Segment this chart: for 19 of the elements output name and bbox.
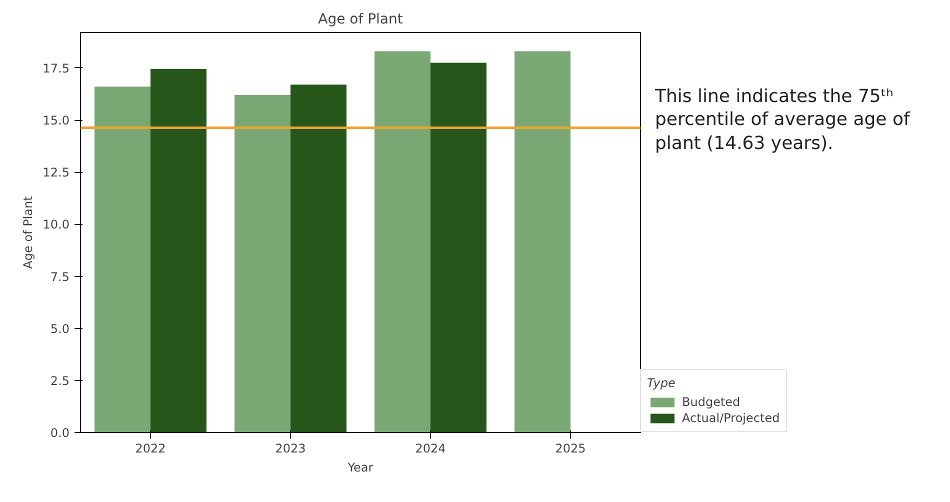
- legend-label: Actual/Projected: [682, 411, 780, 425]
- legend-title: Type: [647, 376, 676, 390]
- x-tick-label: 2023: [275, 442, 306, 456]
- y-tick-label: 12.5: [42, 166, 70, 180]
- legend-label: Budgeted: [682, 395, 740, 409]
- y-tick-label: 10.0: [42, 218, 70, 232]
- x-tick-label: 2025: [555, 442, 586, 456]
- x-tick-label: 2022: [135, 442, 166, 456]
- x-tick-label: 2024: [415, 442, 446, 456]
- chart-title: Age of Plant: [318, 12, 404, 28]
- x-axis-title: Year: [346, 460, 374, 474]
- y-tick-label: 5.0: [50, 322, 70, 336]
- y-tick-label: 17.5: [42, 61, 70, 76]
- y-axis-title: Age of Plant: [20, 196, 35, 269]
- y-tick-label: 2.5: [50, 374, 70, 388]
- y-tick-label: 0.0: [50, 426, 70, 440]
- y-tick-label: 7.5: [50, 270, 70, 284]
- text: This line indicates the 75ᵗʰ percentile of average age of plant (14.63 years).: [655, 85, 912, 156]
- y-tick-label: 15.0: [42, 114, 70, 128]
